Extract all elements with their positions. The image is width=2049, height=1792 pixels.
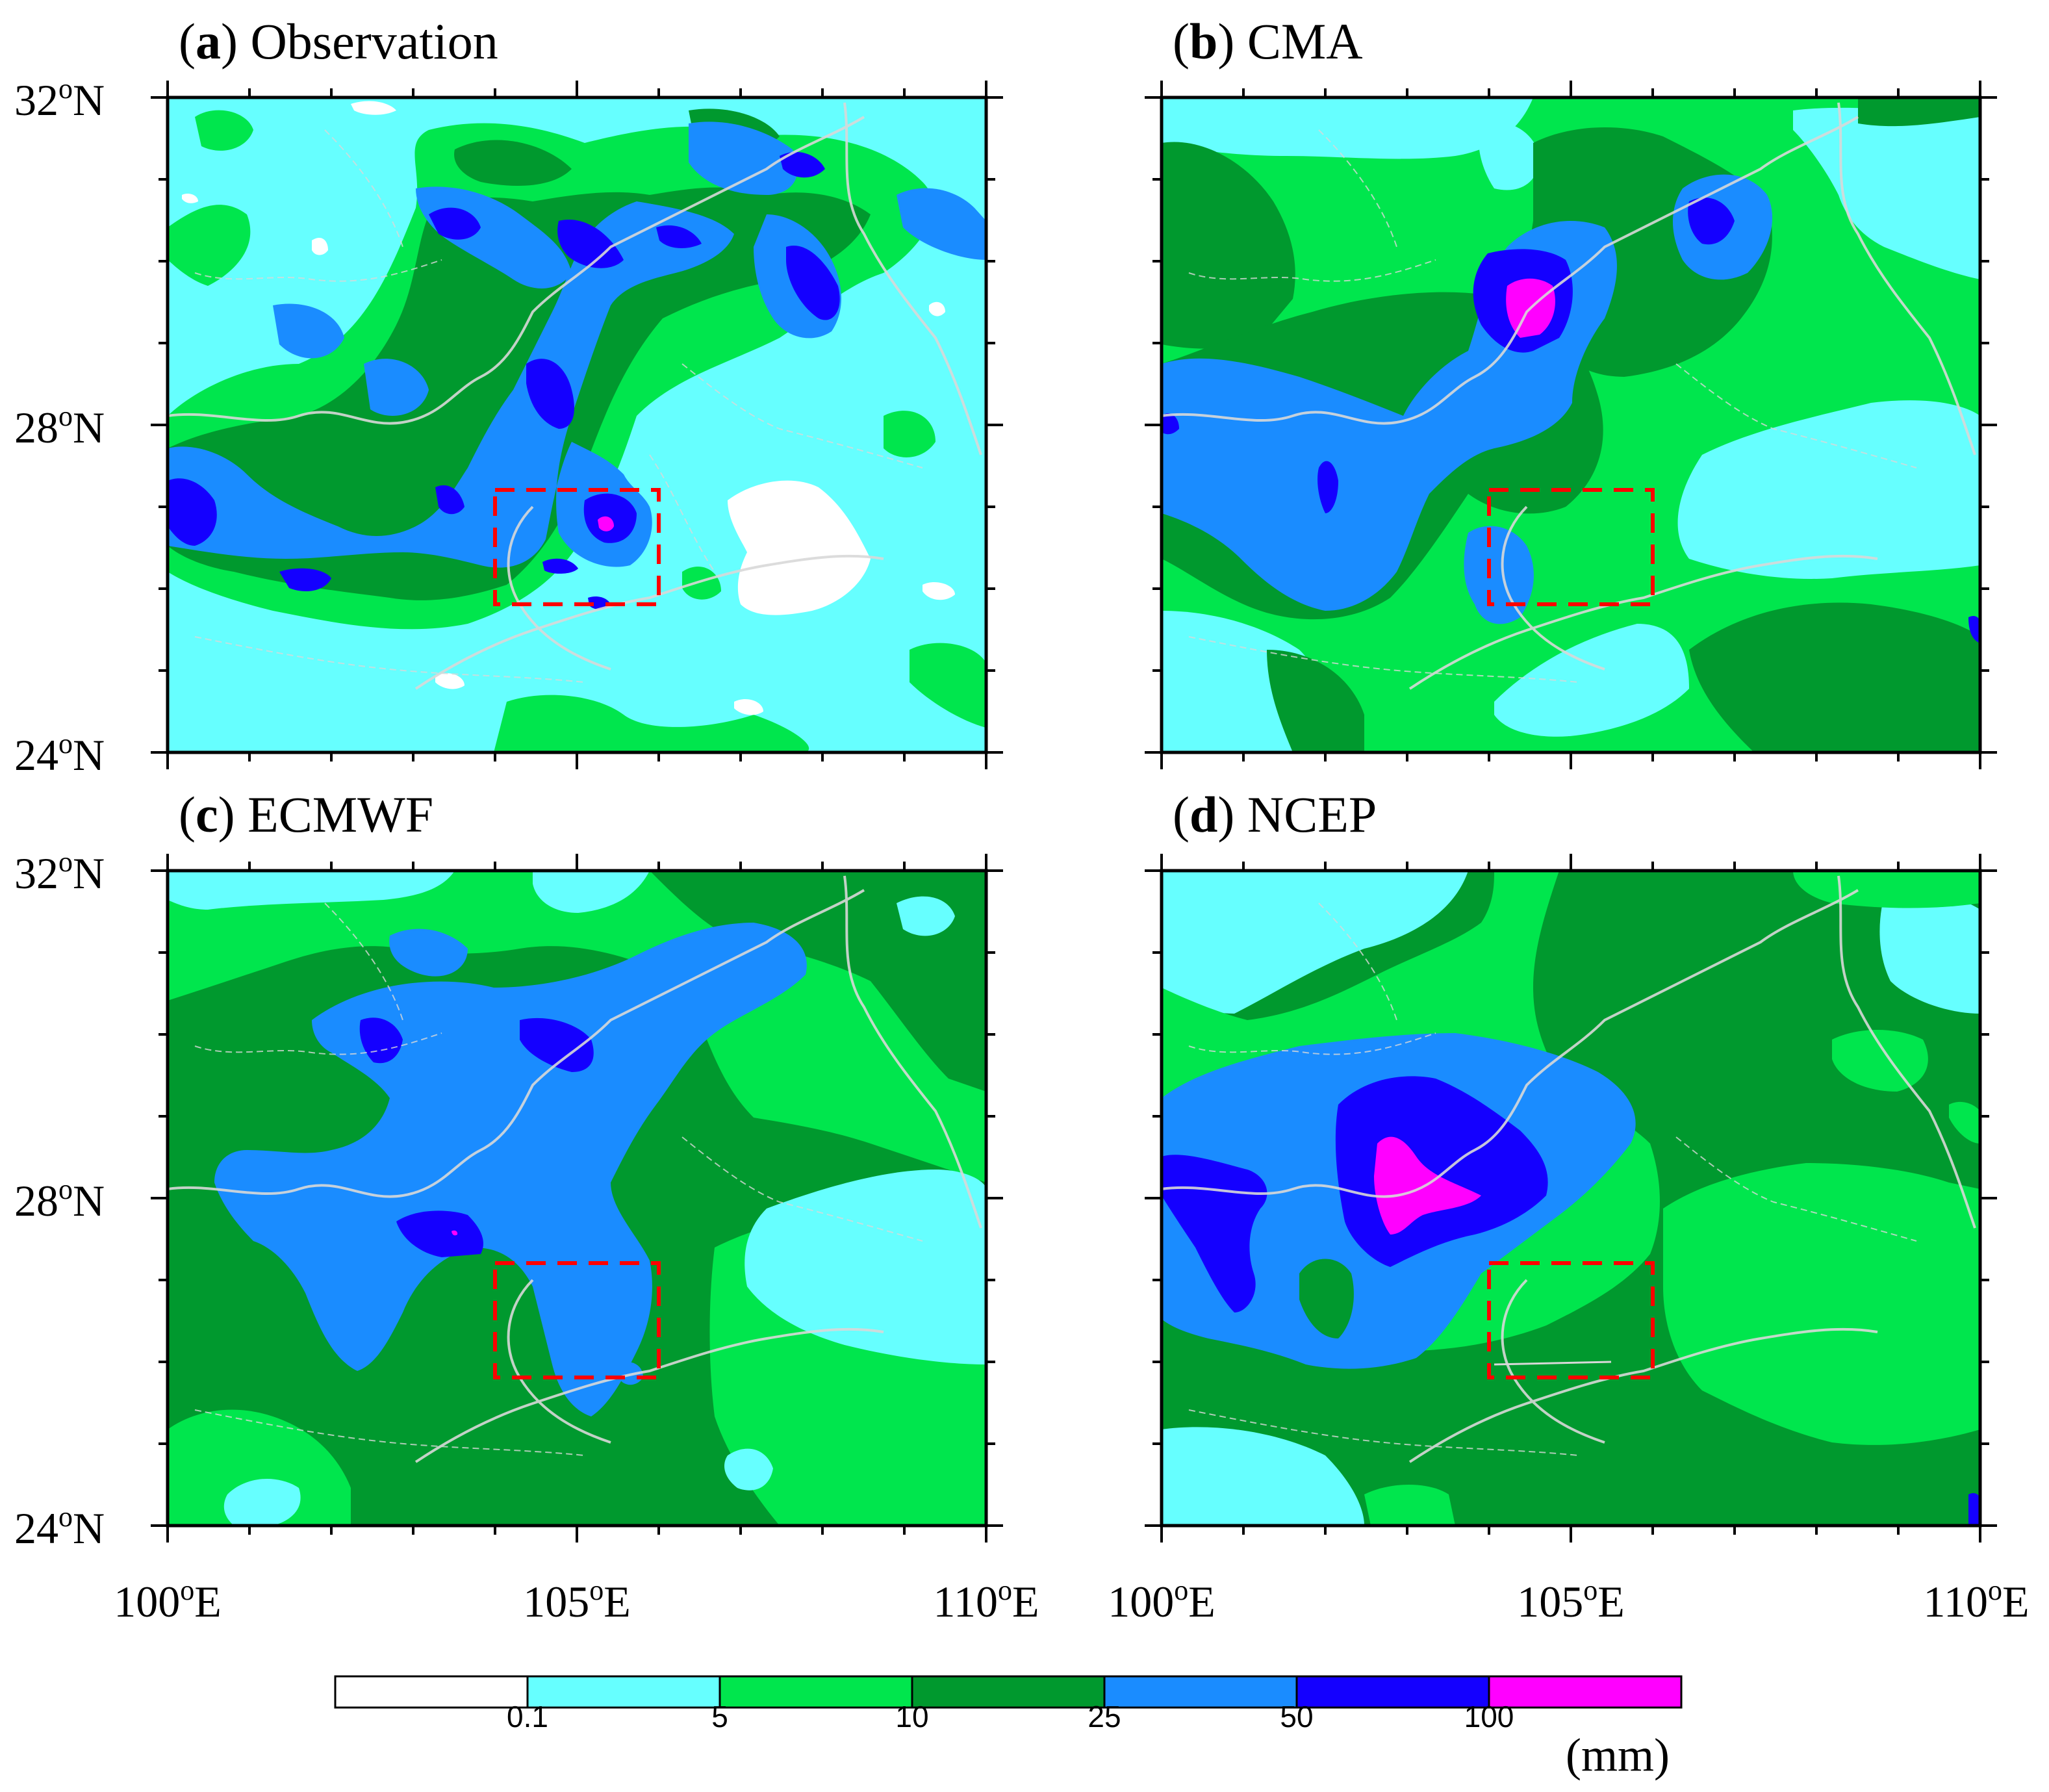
colorbar-boxes xyxy=(334,1675,1683,1709)
lat-label-28-a: 28oN xyxy=(14,400,105,452)
colorbar-label-2: 10 xyxy=(895,1700,928,1734)
lon-label-110-c: 110oE xyxy=(933,1574,1039,1626)
colorbar-label-1: 5 xyxy=(711,1700,728,1734)
colorbar-label-0: 0.1 xyxy=(507,1700,548,1734)
panel-a-highlight-box xyxy=(493,488,661,606)
colorbar-box-5 xyxy=(1295,1675,1490,1709)
colorbar-box-3 xyxy=(911,1675,1106,1709)
panel-d: (d) NCEP xyxy=(1160,786,1982,1528)
lat-label-28-c: 28oN xyxy=(14,1173,105,1225)
colorbar: 0.1 5 10 25 50 100 (mm) xyxy=(334,1675,1683,1781)
colorbar-label-5: 100 xyxy=(1464,1700,1514,1734)
colorbar-unit: (mm) xyxy=(1566,1729,1670,1781)
panel-b-field xyxy=(1162,97,1980,752)
panel-c-highlight-box xyxy=(493,1261,661,1379)
panel-d-field xyxy=(1162,871,1980,1526)
lat-label-32-c: 32oN xyxy=(14,846,105,898)
panel-b: (b) CMA xyxy=(1160,13,1982,754)
lon-label-100-d: 100oE xyxy=(1108,1574,1215,1626)
colorbar-label-4: 50 xyxy=(1280,1700,1313,1734)
colorbar-label-3: 25 xyxy=(1088,1700,1121,1734)
lon-labels: 100oE 105oE 110oE 100oE 105oE 110oE xyxy=(114,1574,2029,1626)
panel-c-title: (c) ECMWF xyxy=(179,786,433,843)
panel-a-title: (a) Observation xyxy=(179,13,498,70)
lat-label-32-a: 32oN xyxy=(14,73,105,125)
lat-labels: 32oN 28oN 24oN 32oN 28oN 24oN xyxy=(14,73,105,1553)
lon-label-110-d: 110oE xyxy=(1923,1574,2029,1626)
panel-d-title: (d) NCEP xyxy=(1173,786,1377,843)
panel-c: (c) ECMWF xyxy=(166,786,988,1528)
colorbar-labels: 0.1 5 10 25 50 100 xyxy=(507,1700,1514,1734)
lat-label-24-c: 24oN xyxy=(14,1501,105,1553)
lon-label-105-c: 105oE xyxy=(523,1574,631,1626)
axis-ticks xyxy=(151,81,1997,1542)
colorbar-box-2 xyxy=(719,1675,913,1709)
panel-b-highlight-box xyxy=(1487,488,1655,606)
panel-a-field xyxy=(168,97,986,752)
panel-c-field xyxy=(168,871,986,1526)
colorbar-box-0 xyxy=(334,1675,529,1709)
lat-label-24-a: 24oN xyxy=(14,728,105,780)
lon-label-100-c: 100oE xyxy=(114,1574,222,1626)
panel-b-title: (b) CMA xyxy=(1173,13,1363,70)
panel-a: (a) Observation xyxy=(166,13,988,754)
colorbar-box-6 xyxy=(1488,1675,1683,1709)
panel-d-highlight-box xyxy=(1487,1261,1655,1379)
colorbar-box-4 xyxy=(1103,1675,1298,1709)
colorbar-box-1 xyxy=(526,1675,721,1709)
lon-label-105-d: 105oE xyxy=(1517,1574,1625,1626)
